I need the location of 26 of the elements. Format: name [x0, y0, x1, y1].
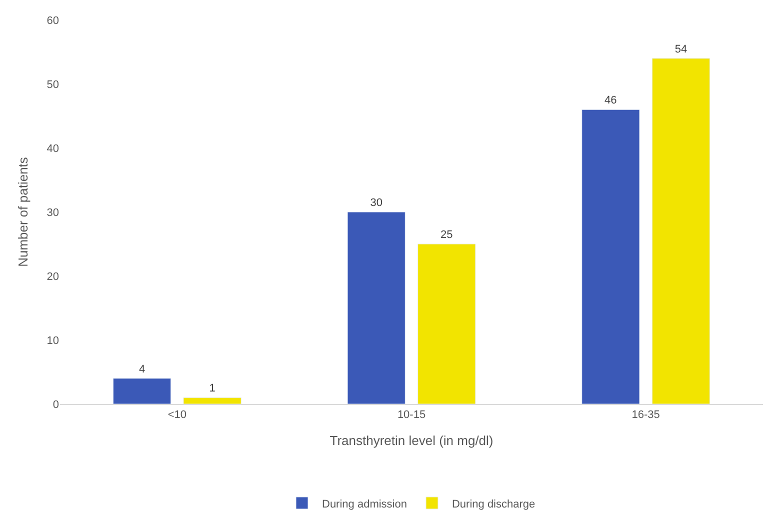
legend-label: During admission	[322, 498, 407, 510]
y-tick-label: 10	[46, 334, 59, 347]
data-label: 54	[674, 43, 688, 56]
bar	[418, 244, 476, 404]
x-tick-label: 10-15	[397, 409, 426, 422]
data-label: 30	[370, 197, 382, 209]
y-tick-label: 60	[46, 14, 59, 27]
y-tick-label: 30	[46, 206, 59, 219]
bar	[582, 109, 640, 404]
bar	[112, 378, 172, 404]
data-label: 25	[440, 229, 453, 241]
bar	[347, 212, 406, 404]
y-tick-label: 20	[46, 270, 59, 283]
y-tick-label: 50	[46, 78, 59, 91]
legend-label: During discharge	[452, 498, 536, 510]
x-tick-label: 16-35	[632, 409, 660, 422]
y-axis-title: Number of patients	[16, 156, 31, 267]
data-label: 4	[138, 363, 146, 376]
y-tick-label: 0	[52, 398, 59, 411]
data-label: 46	[604, 94, 617, 107]
y-tick-label: 40	[46, 142, 59, 155]
x-tick-label: <10	[168, 409, 187, 422]
bar	[183, 397, 242, 404]
x-axis-title: Transthyretin level (in mg/dl)	[330, 432, 494, 448]
bar	[652, 58, 710, 404]
data-label: 1	[209, 382, 216, 395]
